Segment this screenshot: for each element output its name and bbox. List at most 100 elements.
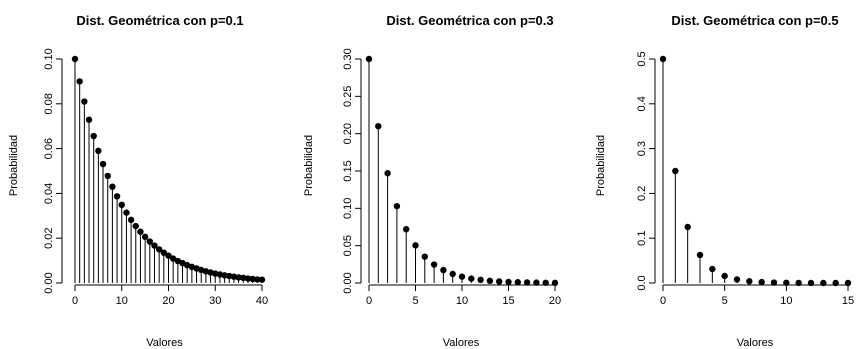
data-point — [226, 272, 233, 280]
y-tick-label: 0.10 — [342, 198, 354, 219]
data-point — [533, 279, 540, 286]
y-tick-label: 0.15 — [342, 160, 354, 181]
x-tick-label: 0 — [366, 295, 372, 307]
data-point — [71, 55, 79, 63]
data-point — [820, 279, 827, 287]
data-point — [844, 279, 852, 287]
data-point — [449, 270, 456, 278]
y-tick-label: 0.30 — [342, 48, 354, 69]
plot-area — [62, 46, 267, 285]
y-tick-label: 0.02 — [43, 227, 55, 248]
x-tick-label: 20 — [549, 295, 561, 307]
y-tick-label: 0.25 — [342, 86, 354, 107]
y-tick-label: 0.00 — [43, 272, 55, 293]
data-point — [132, 222, 139, 230]
y-tick-label: 0.5 — [636, 51, 648, 66]
data-point — [795, 279, 802, 287]
data-point — [746, 278, 753, 285]
y-tick-label: 0.20 — [342, 123, 354, 144]
x-tick-label: 15 — [502, 295, 514, 307]
y-tick-label: 0.3 — [636, 141, 648, 156]
data-point — [141, 233, 149, 241]
y-axis-label: Probabilidad — [8, 135, 20, 196]
data-point — [230, 273, 238, 280]
data-point — [113, 193, 121, 200]
data-point — [99, 160, 107, 168]
data-point — [165, 252, 172, 259]
x-tick-label: 10 — [116, 295, 128, 307]
y-tick-label: 0.4 — [636, 96, 648, 111]
data-point — [123, 209, 130, 216]
y-tick-label: 0.1 — [636, 231, 648, 246]
data-point — [104, 172, 111, 180]
y-tick-label: 0.00 — [342, 272, 354, 293]
data-point — [365, 55, 373, 63]
x-tick-label: 15 — [842, 295, 854, 307]
data-point — [709, 265, 716, 273]
data-point — [151, 242, 158, 249]
chart-title: Dist. Geométrica con p=0.1 — [76, 13, 243, 28]
data-point — [155, 246, 163, 253]
data-point — [249, 275, 256, 283]
x-tick-label: 30 — [209, 295, 221, 307]
x-tick-label: 40 — [256, 295, 268, 307]
data-point — [430, 261, 438, 268]
data-point — [477, 276, 484, 284]
data-point — [486, 277, 494, 285]
data-point — [468, 275, 475, 282]
data-point — [672, 167, 679, 175]
chart-panel-2: Dist. Geométrica con p=0.3 0.00 0.05 0.10 0.… — [303, 13, 561, 349]
plot-area — [361, 46, 561, 285]
y-tick-label: 0.2 — [636, 186, 648, 201]
data-point — [127, 216, 135, 224]
y-tick-label: 0.0 — [636, 275, 648, 290]
data-point — [684, 223, 691, 231]
data-point — [659, 55, 667, 63]
chart-title: Dist. Geométrica con p=0.5 — [671, 13, 838, 28]
data-point — [109, 183, 116, 190]
data-point — [403, 226, 410, 233]
y-tick-label: 0.10 — [43, 48, 55, 69]
data-point — [758, 278, 765, 286]
data-point — [384, 170, 391, 177]
data-point — [523, 279, 531, 286]
x-tick-label: 20 — [162, 295, 174, 307]
data-point — [421, 253, 428, 260]
y-tick-label: 0.08 — [43, 93, 55, 114]
data-point — [807, 279, 815, 287]
x-tick-label: 0 — [72, 295, 78, 307]
x-axis-label: Valores — [146, 337, 183, 349]
data-point — [733, 276, 741, 283]
data-point — [118, 201, 125, 209]
data-point — [146, 238, 153, 245]
data-point — [137, 228, 144, 235]
data-point — [375, 123, 382, 130]
x-tick-label: 10 — [780, 295, 792, 307]
y-tick-label: 0.06 — [43, 138, 55, 159]
data-point — [783, 279, 790, 286]
x-tick-label: 10 — [456, 295, 468, 307]
data-point — [240, 274, 247, 282]
data-point — [258, 276, 266, 283]
chart-title: Dist. Geométrica con p=0.3 — [386, 13, 553, 28]
x-axis-label: Valores — [443, 337, 480, 349]
data-point — [235, 274, 242, 281]
data-point — [458, 273, 466, 280]
data-point — [393, 202, 401, 210]
data-point — [770, 279, 778, 286]
data-point — [440, 266, 447, 274]
data-point — [551, 279, 559, 287]
chart-panel-1: Dist. Geométrica con p=0.1 0.00 0.02 0.04 0.… — [8, 13, 268, 349]
data-point — [221, 272, 228, 279]
data-point — [505, 278, 512, 286]
data-point — [85, 116, 93, 123]
data-point — [412, 242, 419, 249]
data-point — [496, 278, 503, 285]
data-point — [696, 251, 704, 259]
x-axis-label: Valores — [737, 337, 774, 349]
data-point — [514, 279, 521, 286]
plot-area — [655, 46, 855, 285]
chart-panel-3: Dist. Geométrica con p=0.5 0.0 0.1 0.2 0.3 0.… — [595, 13, 855, 349]
data-point — [832, 279, 839, 287]
